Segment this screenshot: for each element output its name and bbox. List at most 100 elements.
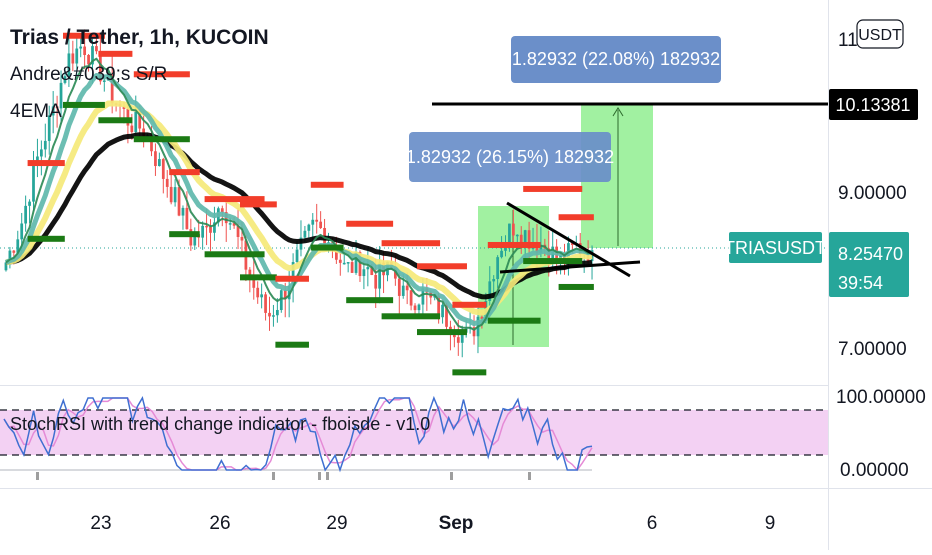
resistance-segment	[240, 201, 277, 208]
support-segment	[523, 258, 583, 265]
candle-body	[559, 255, 562, 259]
candle-body	[138, 111, 142, 129]
trend-change-marker	[450, 472, 453, 480]
candle-body	[370, 267, 374, 276]
osc-tick-0: 0.00000	[840, 460, 909, 481]
target-price-tag-text: 10.13381	[835, 95, 910, 115]
resistance-segment	[381, 240, 441, 247]
trend-change-marker	[36, 472, 39, 480]
support-segment	[133, 136, 190, 143]
candle-body	[181, 207, 185, 216]
candle-body	[393, 267, 397, 279]
candle-body	[91, 46, 94, 65]
candle-body	[98, 51, 102, 82]
resistance-segment	[133, 71, 190, 78]
resistance-segment	[169, 169, 200, 176]
resistance-segment	[346, 220, 394, 227]
candle-body	[154, 151, 157, 167]
candle-body	[350, 262, 354, 273]
last-price-tag-bg	[829, 232, 909, 297]
support-segment	[558, 283, 594, 290]
candle-body	[185, 207, 189, 230]
candle-body	[437, 295, 441, 318]
candle-body	[401, 285, 405, 296]
candle-body	[260, 294, 264, 298]
candle-body	[39, 149, 43, 157]
resistance-segment	[523, 185, 583, 192]
candle-body	[421, 288, 425, 305]
time-label-sep: Sep	[439, 513, 474, 534]
candle-body	[236, 225, 240, 237]
candle-body	[590, 250, 594, 262]
symbol-tag-bg	[729, 232, 822, 263]
candle-body	[417, 304, 421, 311]
candle-body	[441, 304, 444, 318]
time-label-9: 9	[765, 513, 776, 534]
candle-body	[315, 219, 319, 222]
candle-body	[256, 287, 260, 298]
candle-body	[366, 267, 370, 270]
candle-body	[173, 187, 177, 203]
support-segment	[240, 274, 277, 281]
measure-arrow-icon	[612, 107, 624, 117]
price-tick-7: 7.00000	[838, 339, 907, 360]
candle-body	[240, 236, 244, 241]
time-label-23: 23	[90, 513, 111, 534]
target-price-tag[interactable]: 10.13381	[829, 89, 918, 120]
trend-change-marker	[272, 472, 275, 480]
candle-body	[342, 262, 346, 265]
candle-body	[515, 234, 519, 237]
candle-body	[79, 46, 83, 49]
candle-body	[358, 252, 362, 277]
resistance-segment	[204, 196, 265, 203]
support-segment	[275, 341, 309, 348]
support-segment	[417, 329, 467, 336]
indicator-label-sr[interactable]: Andre&#039;s S/R	[10, 64, 167, 85]
resistance-segment	[275, 275, 309, 282]
candle-body	[311, 219, 315, 225]
support-segment	[98, 117, 133, 124]
candle-body	[28, 201, 31, 206]
measure-box-top-text: 1.82932 (22.08%) 182932	[512, 49, 720, 69]
currency-button[interactable]: USDT	[856, 19, 904, 49]
support-segment	[204, 251, 265, 258]
candle-body	[362, 269, 366, 277]
support-segment	[169, 231, 200, 238]
symbol-title[interactable]: Trias / Tether, 1h, KUCOIN	[10, 26, 269, 49]
candle-body	[519, 234, 523, 244]
resistance-segment	[487, 241, 541, 248]
symbol-tag[interactable]: TRIASUSDT	[724, 232, 826, 263]
candle-body	[397, 278, 401, 296]
candle-body	[51, 106, 55, 116]
measure-box-mid[interactable]: 1.82932 (26.15%) 182932	[406, 132, 614, 182]
candle-body	[220, 208, 224, 213]
candle-body	[63, 76, 67, 83]
candle-body	[157, 159, 161, 167]
candle-body	[496, 257, 500, 280]
measure-box-top[interactable]: 1.82932 (22.08%) 182932	[511, 36, 721, 83]
candle-body	[283, 290, 287, 300]
indicator-label-ema[interactable]: 4EMA	[10, 101, 62, 122]
last-price-tag[interactable]: 8.25470 39:54	[829, 232, 909, 297]
candle-body	[405, 285, 409, 291]
candle-body	[67, 53, 71, 77]
symbol-tag-text: TRIASUSDT	[724, 238, 826, 258]
oscillator-title: StochRSI with trend change indicator - f…	[10, 414, 430, 434]
candle-body	[570, 243, 574, 245]
candle-body	[213, 222, 216, 233]
support-segment	[310, 244, 344, 251]
price-tick-9: 9.00000	[838, 183, 907, 204]
trend-change-marker	[326, 472, 329, 480]
candle-body	[287, 285, 291, 300]
candle-body	[189, 229, 193, 246]
trend-change-marker	[528, 472, 531, 480]
candle-body	[338, 259, 342, 263]
ascending-trendline[interactable]	[499, 260, 641, 274]
candle-body	[87, 54, 90, 65]
time-label-29: 29	[326, 513, 347, 534]
measure-box-top-bg	[511, 36, 721, 83]
candle-body	[47, 115, 51, 141]
candle-body	[110, 74, 114, 104]
